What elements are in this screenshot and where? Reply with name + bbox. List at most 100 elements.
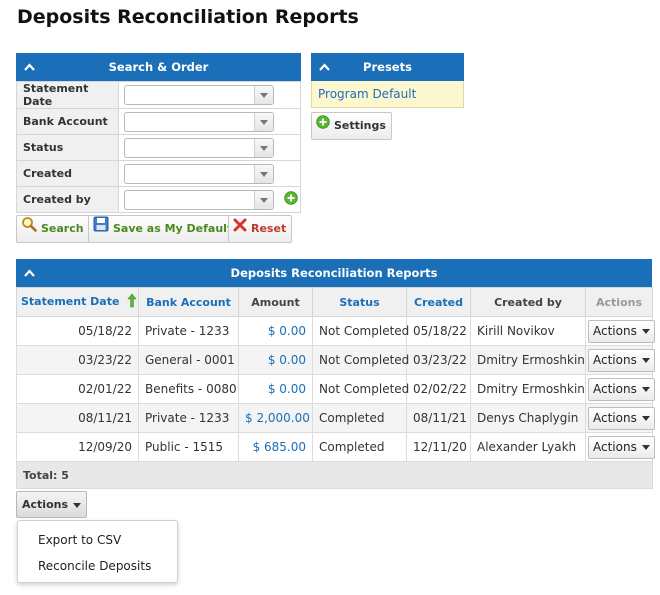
preset-item-program-default[interactable]: Program Default: [311, 81, 464, 108]
collapse-up-icon[interactable]: [318, 53, 332, 81]
bank-account-cell: Private - 1233: [138, 403, 239, 433]
close-icon: [233, 216, 247, 242]
chevron-down-icon[interactable]: [254, 86, 273, 104]
statement-date-cell: 12/09/20: [16, 432, 139, 462]
col-statement-date[interactable]: Statement Date: [16, 287, 139, 317]
statement-date-cell: 02/01/22: [16, 374, 139, 404]
caret-down-icon: [73, 502, 81, 508]
bulk-actions-menu: Export to CSV Reconcile Deposits: [17, 520, 178, 583]
bank-account-cell: Benefits - 0080: [138, 374, 239, 404]
col-created[interactable]: Created: [406, 287, 471, 317]
search-button-label: Search: [41, 222, 84, 235]
row-actions-button[interactable]: Actions: [588, 348, 655, 372]
page-title: Deposits Reconciliation Reports: [17, 6, 359, 28]
table-row: 08/11/21 Private - 1233 $ 2,000.00 Compl…: [16, 403, 655, 433]
status-select[interactable]: [124, 137, 274, 158]
bulk-actions-button[interactable]: Actions: [16, 491, 87, 518]
presets-panel: Presets Program Default: [311, 53, 464, 108]
status-cell: Not Completed: [312, 345, 409, 375]
created-by-cell: Denys Chaplygin: [470, 403, 586, 433]
search-fields-table: Statement Date Bank Account Status Creat…: [16, 81, 301, 213]
total-row: Total: 5: [16, 461, 653, 489]
row-actions-button[interactable]: Actions: [588, 319, 655, 343]
amount-link[interactable]: $ 0.00: [238, 316, 313, 346]
bank-account-cell: General - 0001: [138, 345, 239, 375]
col-amount: Amount: [238, 287, 313, 317]
settings-button[interactable]: Settings: [311, 112, 392, 140]
bank-account-label: Bank Account: [16, 108, 119, 135]
caret-down-icon: [641, 415, 650, 421]
chevron-down-icon[interactable]: [254, 112, 273, 131]
created-by-cell: Dmitry Ermoshkin: [470, 345, 586, 375]
magnifier-icon: [21, 216, 37, 242]
col-bank-account[interactable]: Bank Account: [138, 287, 239, 317]
created-by-cell: Dmitry Ermoshkin: [470, 374, 586, 404]
created-select[interactable]: [124, 163, 274, 184]
menu-item-export-csv[interactable]: Export to CSV: [38, 533, 122, 547]
amount-link[interactable]: $ 685.00: [238, 432, 313, 462]
collapse-up-icon[interactable]: [23, 53, 37, 81]
col-created-by: Created by: [470, 287, 586, 317]
col-status[interactable]: Status: [312, 287, 407, 317]
table-row: 05/18/22 Private - 1233 $ 0.00 Not Compl…: [16, 316, 655, 346]
created-by-cell: Kirill Novikov: [470, 316, 586, 346]
caret-down-icon: [641, 386, 650, 392]
created-by-cell: Alexander Lyakh: [470, 432, 586, 462]
status-cell: Not Completed: [312, 374, 409, 404]
reset-label: Reset: [251, 222, 287, 235]
table-row: 02/01/22 Benefits - 0080 $ 0.00 Not Comp…: [16, 374, 655, 404]
created-by-label: Created by: [16, 186, 119, 213]
chevron-down-icon[interactable]: [254, 190, 273, 209]
row-actions-button[interactable]: Actions: [588, 377, 655, 401]
save-as-default-label: Save as My Default: [113, 222, 233, 235]
created-by-select[interactable]: [124, 189, 274, 210]
caret-down-icon: [641, 357, 650, 363]
reports-table: Statement Date Bank Account Amount Statu…: [16, 287, 655, 489]
reports-panel: Deposits Reconciliation Reports Statemen…: [16, 259, 655, 489]
settings-label: Settings: [334, 119, 386, 132]
chevron-down-icon[interactable]: [254, 164, 273, 183]
amount-link[interactable]: $ 0.00: [238, 345, 313, 375]
collapse-up-icon[interactable]: [23, 259, 37, 287]
created-cell: 08/11/21: [406, 403, 471, 433]
sort-ascending-icon: [127, 293, 137, 311]
created-cell: 02/02/22: [406, 374, 471, 404]
bank-account-cell: Private - 1233: [138, 316, 239, 346]
presets-header[interactable]: Presets: [311, 53, 464, 81]
status-label: Status: [16, 134, 119, 161]
caret-down-icon: [641, 444, 650, 450]
total-count: Total: 5: [16, 461, 653, 489]
floppy-disk-icon: [93, 216, 109, 242]
statement-date-select[interactable]: [124, 85, 274, 105]
search-order-title: Search & Order: [108, 60, 209, 74]
table-row: 03/23/22 General - 0001 $ 0.00 Not Compl…: [16, 345, 655, 375]
created-label: Created: [16, 160, 119, 187]
statement-date-label: Statement Date: [16, 81, 119, 109]
search-order-panel: Search & Order Statement Date Bank Accou…: [16, 53, 301, 213]
bulk-actions-label: Actions: [22, 498, 68, 511]
add-icon[interactable]: [284, 191, 298, 208]
status-cell: Completed: [312, 403, 407, 433]
chevron-down-icon[interactable]: [254, 138, 273, 157]
reports-title: Deposits Reconciliation Reports: [230, 266, 438, 280]
presets-title: Presets: [363, 60, 412, 74]
created-cell: 12/11/20: [406, 432, 471, 462]
search-order-header[interactable]: Search & Order: [16, 53, 301, 81]
reports-header[interactable]: Deposits Reconciliation Reports: [16, 259, 652, 287]
save-as-default-button[interactable]: Save as My Default: [88, 215, 239, 243]
statement-date-cell: 05/18/22: [16, 316, 139, 346]
bank-account-select[interactable]: [124, 111, 274, 132]
plus-circle-icon: [316, 113, 330, 139]
search-button[interactable]: Search: [16, 215, 90, 243]
row-actions-button[interactable]: Actions: [588, 435, 655, 459]
statement-date-cell: 08/11/21: [16, 403, 139, 433]
bank-account-cell: Public - 1515: [138, 432, 239, 462]
row-actions-button[interactable]: Actions: [588, 406, 655, 430]
amount-link[interactable]: $ 0.00: [238, 374, 313, 404]
status-cell: Completed: [312, 432, 407, 462]
menu-item-reconcile-deposits[interactable]: Reconcile Deposits: [38, 559, 152, 573]
reset-button[interactable]: Reset: [228, 215, 293, 243]
created-cell: 03/23/22: [406, 345, 471, 375]
amount-link[interactable]: $ 2,000.00: [238, 403, 313, 433]
statement-date-cell: 03/23/22: [16, 345, 139, 375]
